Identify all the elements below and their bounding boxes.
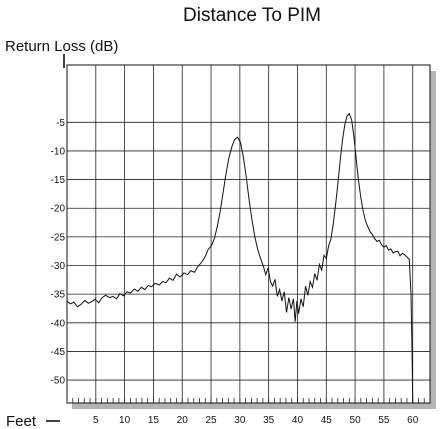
x-tick-label: 15	[148, 415, 160, 426]
x-tick-label: 50	[350, 415, 362, 426]
x-tick-label: 30	[234, 415, 246, 426]
grid-lines	[67, 65, 430, 403]
y-tick-label: -20	[51, 204, 66, 215]
y-tick-label: -25	[51, 232, 66, 243]
x-tick-label: 45	[321, 415, 333, 426]
x-tick-label: 25	[205, 415, 217, 426]
chart-title: Distance To PIM	[183, 5, 321, 26]
x-tick-labels: 5 10 15 20 25 30 35 40 45 50 55 60	[93, 415, 419, 426]
x-minor-ticks	[66, 398, 431, 403]
x-tick-label: 60	[407, 415, 419, 426]
x-axis-label: Feet	[6, 413, 37, 429]
x-tick-label: 20	[177, 415, 189, 426]
y-tick-label: -35	[51, 290, 66, 301]
y-tick-label: -10	[51, 146, 66, 157]
y-tick-labels: -5 -10 -15 -20 -25 -30 -35 -40 -45 -50	[51, 118, 66, 387]
x-tick-label: 55	[378, 415, 390, 426]
series-line	[66, 112, 414, 404]
y-tick-label: -30	[51, 261, 66, 272]
plot-area	[66, 64, 431, 404]
y-tick-label: -45	[51, 347, 66, 358]
x-tick-label: 10	[119, 415, 131, 426]
x-tick-label: 40	[292, 415, 304, 426]
y-tick-label: -40	[51, 318, 66, 329]
x-tick-label: 35	[263, 415, 275, 426]
y-tick-label: -15	[51, 175, 66, 186]
x-tick-label: 5	[93, 415, 99, 426]
y-axis-label: Return Loss (dB)	[5, 38, 118, 55]
y-tick-label: -50	[51, 376, 66, 387]
y-tick-label: -5	[56, 118, 65, 129]
